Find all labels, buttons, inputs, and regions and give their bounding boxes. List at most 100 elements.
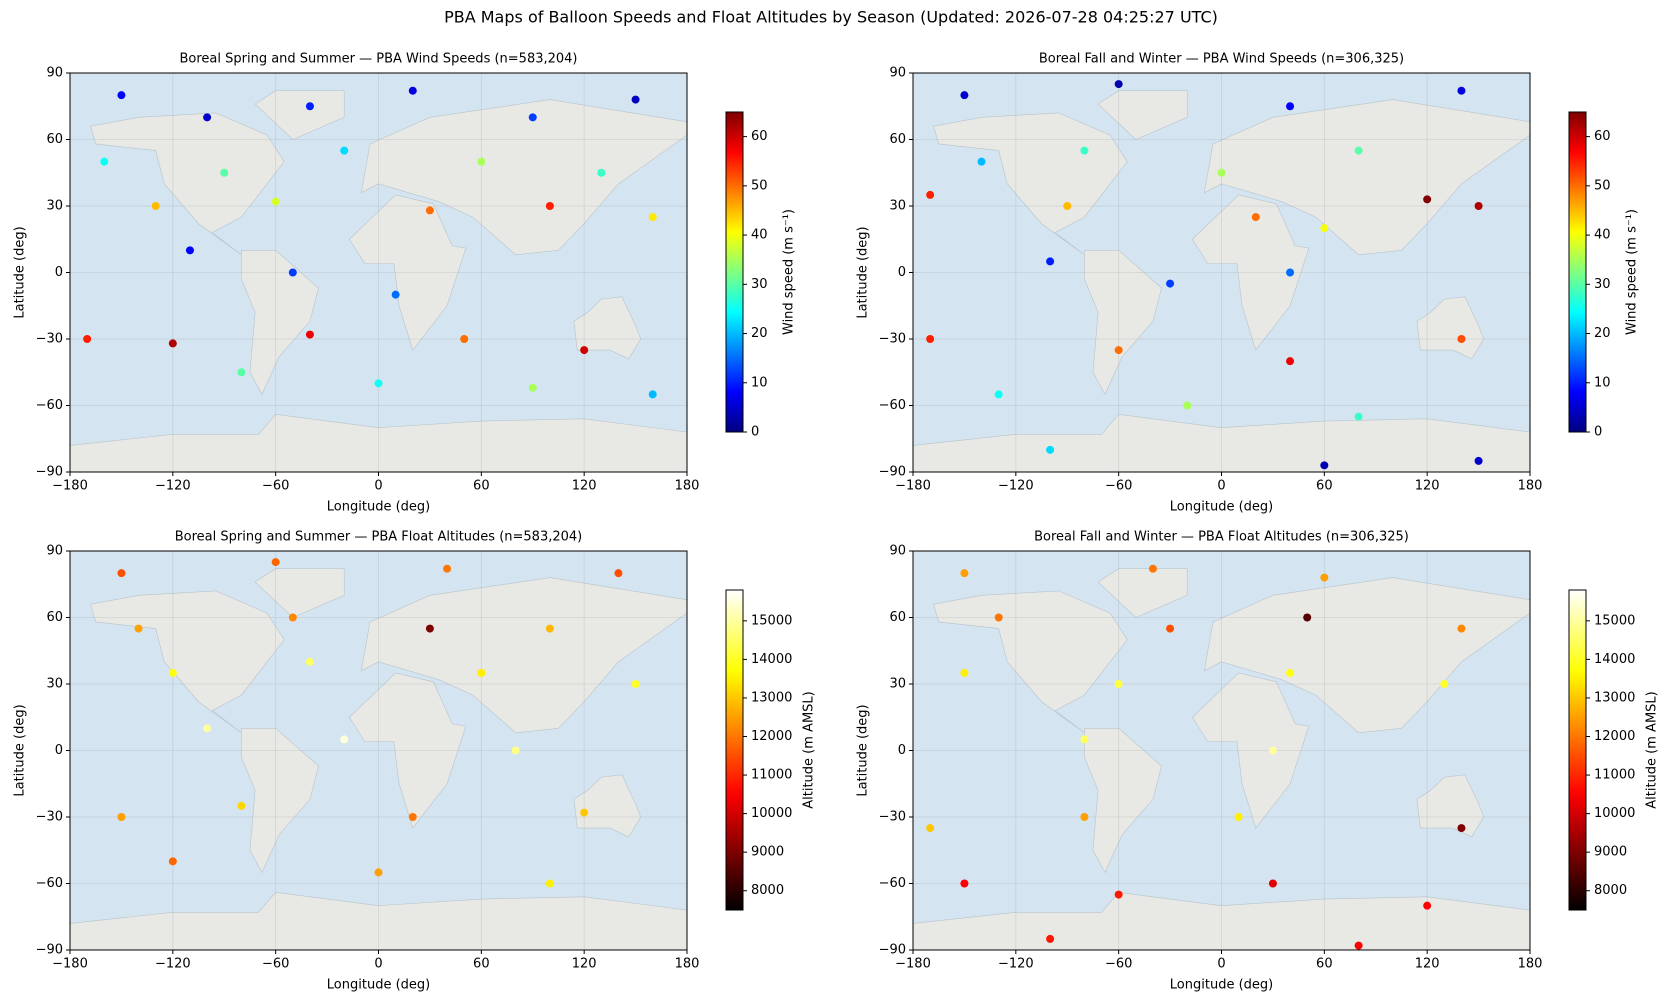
colorbar-tick-label: 14000: [1594, 652, 1635, 667]
balloon-point: [168, 668, 177, 677]
balloon-point: [134, 624, 143, 633]
balloon-point: [545, 202, 554, 210]
balloon-point: [977, 157, 986, 166]
colorbar-tick-label: 30: [1594, 277, 1611, 292]
x-tick-label: 120: [1415, 479, 1440, 494]
y-tick-label: 0: [898, 265, 906, 280]
y-tick-label: −30: [36, 810, 63, 825]
land: [360, 577, 688, 734]
x-axis-label: Longitude (deg): [327, 978, 430, 993]
colorbar-label: Wind speed (m s⁻¹): [1625, 209, 1640, 335]
balloon-point: [926, 190, 935, 199]
colorbar-tick-label: 10: [1594, 375, 1611, 390]
axes-frame: [912, 72, 1531, 473]
land: [348, 194, 467, 351]
balloon-point: [580, 346, 589, 355]
x-tick-label: 180: [1518, 479, 1543, 494]
land: [1416, 774, 1485, 838]
x-tick-label: 0: [374, 479, 382, 494]
x-tick-label: 120: [1415, 957, 1440, 972]
balloon-point: [460, 335, 469, 343]
y-tick-label: 60: [889, 132, 906, 147]
balloon-point: [614, 569, 623, 578]
y-tick-label: −90: [879, 943, 906, 958]
balloon-point: [631, 680, 640, 688]
balloon-point: [1423, 901, 1432, 910]
balloon-point: [271, 558, 280, 567]
balloon-point: [1457, 86, 1466, 95]
balloon-point: [1114, 80, 1123, 89]
y-tick-label: 0: [55, 265, 63, 280]
colorbar-tick-label: 20: [751, 326, 768, 341]
land: [254, 90, 345, 140]
y-tick-label: 0: [55, 743, 63, 758]
x-tick-label: 60: [473, 957, 490, 972]
colorbar-label: Altitude (m AMSL): [802, 691, 817, 808]
y-tick-label: 0: [898, 743, 906, 758]
land: [1084, 250, 1162, 396]
land: [1416, 296, 1485, 360]
balloon-point: [1046, 257, 1055, 266]
y-tick-label: −90: [36, 943, 63, 958]
colorbar-tick-label: 10000: [1594, 806, 1635, 821]
balloon-point: [117, 813, 126, 821]
x-tick-label: −60: [262, 957, 289, 972]
balloon-point: [1046, 934, 1055, 943]
land: [1203, 99, 1531, 256]
balloon-point: [237, 801, 246, 810]
land: [360, 99, 688, 256]
x-axis-label: Longitude (deg): [327, 500, 430, 515]
balloon-point: [648, 213, 657, 222]
balloon-point: [1474, 202, 1483, 210]
y-tick-label: −60: [879, 876, 906, 891]
balloon-point: [443, 564, 452, 573]
colorbar-tick-label: 8000: [751, 883, 784, 898]
colorbar-tick-label: 0: [751, 425, 759, 440]
x-tick-label: −120: [155, 957, 191, 972]
balloon-point: [1063, 202, 1072, 210]
balloon-point: [1268, 746, 1277, 755]
colorbar-tick-label: 12000: [751, 729, 792, 744]
balloon-point: [1234, 813, 1243, 821]
x-tick-label: 180: [675, 957, 700, 972]
balloon-point: [391, 290, 400, 299]
colorbar: [1568, 111, 1587, 433]
y-tick-label: 30: [46, 677, 63, 692]
balloon-point: [83, 335, 92, 343]
balloon-point: [960, 879, 969, 888]
x-tick-label: −120: [998, 957, 1034, 972]
y-tick-label: 30: [46, 199, 63, 214]
colorbar-tick-label: 9000: [751, 845, 784, 860]
balloon-point: [271, 197, 280, 206]
y-tick-label: −90: [879, 465, 906, 480]
x-tick-label: 180: [675, 479, 700, 494]
y-axis-label: Latitude (deg): [856, 226, 871, 318]
balloon-point: [926, 335, 935, 343]
balloon-point: [1354, 941, 1363, 950]
axes-title: Boreal Spring and Summer — PBA Wind Spee…: [179, 52, 577, 67]
axes-title: Boreal Fall and Winter — PBA Wind Speeds…: [1039, 52, 1404, 67]
balloon-point: [1114, 346, 1123, 355]
colorbar: [1568, 589, 1587, 911]
balloon-point: [117, 91, 126, 100]
x-tick-label: 60: [1316, 957, 1333, 972]
balloon-point: [960, 569, 969, 578]
balloon-point: [1183, 401, 1192, 410]
colorbar-tick-label: 10000: [751, 806, 792, 821]
colorbar-tick-label: 60: [1594, 129, 1611, 144]
balloon-point: [1251, 213, 1260, 222]
x-tick-label: −180: [895, 957, 931, 972]
x-axis-label: Longitude (deg): [1170, 978, 1273, 993]
y-tick-label: 90: [889, 66, 906, 81]
colorbar-tick-label: 0: [1594, 425, 1602, 440]
balloon-point: [926, 824, 935, 833]
balloon-point: [1457, 335, 1466, 343]
colorbar-tick-label: 60: [751, 129, 768, 144]
balloon-point: [1303, 613, 1312, 622]
balloon-point: [1286, 268, 1295, 277]
colorbar-tick-label: 50: [751, 178, 768, 193]
balloon-point: [1046, 445, 1055, 454]
y-tick-label: −30: [879, 332, 906, 347]
balloon-point: [648, 390, 657, 399]
